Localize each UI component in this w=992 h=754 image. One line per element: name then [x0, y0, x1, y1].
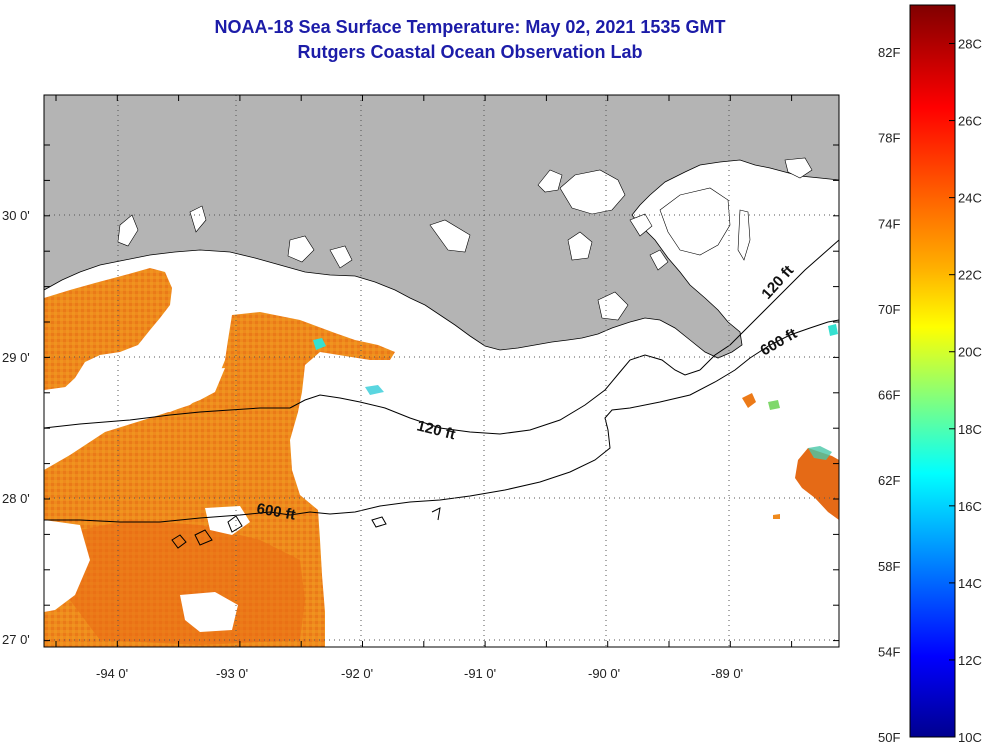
- sst-speck-cyan-2: [828, 324, 838, 336]
- sst-patch-warm-core: [70, 520, 305, 645]
- sst-patch-east-edge: [795, 448, 839, 520]
- colorbar-celsius-label: 16C: [958, 499, 982, 514]
- sst-speck-orange: [773, 514, 780, 519]
- sst-data-layer: [44, 268, 839, 647]
- contour-shelf-loop-2: [194, 529, 213, 546]
- colorbar-celsius-label: 28C: [958, 37, 982, 52]
- lon-label: -92 0': [341, 666, 373, 681]
- colorbar-fahrenheit-label: 70F: [878, 302, 900, 317]
- contour-600ft-west: [44, 319, 839, 523]
- colorbar-celsius-label: 22C: [958, 268, 982, 283]
- contour-shelf-loop-4: [371, 516, 387, 528]
- colorbar-ticks: [949, 43, 955, 738]
- sst-patch-east-small: [742, 393, 756, 408]
- axis-ticks: [44, 95, 839, 647]
- colorbar-fahrenheit-label: 54F: [878, 644, 900, 659]
- map-area: [44, 95, 839, 647]
- lon-label: -93 0': [216, 666, 248, 681]
- colorbar-celsius-labels: 28C 26C 24C 22C 20C 18C 16C 14C 12C 10C: [958, 37, 982, 745]
- contour-shelf-line-5: [431, 507, 441, 521]
- contour-shelf-loop-1: [171, 534, 187, 549]
- sst-speck-cyan-1: [313, 338, 326, 350]
- sst-patch-northwest: [44, 268, 172, 402]
- colorbar: 82F 78F 74F 70F 66F 62F 58F 54F 50F 28C 26C 24C 22C…: [878, 4, 982, 745]
- colorbar-fahrenheit-label: 78F: [878, 131, 900, 146]
- colorbar-celsius-label: 14C: [958, 576, 982, 591]
- lon-label: -89 0': [711, 666, 743, 681]
- latitude-labels: 30 0' 29 0' 28 0' 27 0': [2, 208, 30, 647]
- lat-label: 30 0': [2, 208, 30, 223]
- colorbar-fahrenheit-label: 50F: [878, 730, 900, 745]
- colorbar-celsius-label: 18C: [958, 422, 982, 437]
- sst-speck-cyan-3: [365, 385, 384, 395]
- lat-label: 28 0': [2, 491, 30, 506]
- lakes: [117, 157, 813, 321]
- map-title: NOAA-18 Sea Surface Temperature: May 02,…: [214, 17, 726, 37]
- contour-120ft-east: [699, 239, 839, 371]
- map-subtitle: Rutgers Coastal Ocean Observation Lab: [297, 42, 643, 62]
- colorbar-celsius-label: 24C: [958, 191, 982, 206]
- longitude-labels: -94 0' -93 0' -92 0' -91 0' -90 0' -89 0…: [96, 666, 743, 681]
- cloud-gaps: [44, 368, 250, 632]
- bathymetry-contours: [44, 239, 839, 549]
- lat-label: 27 0': [2, 632, 30, 647]
- colorbar-fahrenheit-label: 62F: [878, 473, 900, 488]
- lon-label: -91 0': [464, 666, 496, 681]
- colorbar-celsius-label: 20C: [958, 345, 982, 360]
- colorbar-fahrenheit-label: 82F: [878, 45, 900, 60]
- graticule: [44, 95, 839, 647]
- colorbar-fahrenheit-labels: 82F 78F 74F 70F 66F 62F 58F 54F 50F: [878, 45, 900, 745]
- colorbar-fahrenheit-label: 58F: [878, 559, 900, 574]
- lon-label: -90 0': [588, 666, 620, 681]
- sst-patch-east-cool: [808, 446, 832, 460]
- colorbar-gradient: [909, 4, 956, 738]
- lon-label: -94 0': [96, 666, 128, 681]
- colorbar-fahrenheit-label: 66F: [878, 388, 900, 403]
- contour-label-600ft-west: 600 ft: [255, 500, 297, 524]
- lat-label: 29 0': [2, 350, 30, 365]
- colorbar-celsius-label: 10C: [958, 730, 982, 745]
- contour-shelf-loop-3: [227, 515, 243, 533]
- map-frame: [43, 94, 840, 648]
- colorbar-fahrenheit-label: 74F: [878, 216, 900, 231]
- colorbar-celsius-label: 26C: [958, 114, 982, 129]
- contour-120ft-west: [44, 354, 701, 435]
- sst-speck-green: [768, 400, 780, 410]
- colorbar-celsius-label: 12C: [958, 653, 982, 668]
